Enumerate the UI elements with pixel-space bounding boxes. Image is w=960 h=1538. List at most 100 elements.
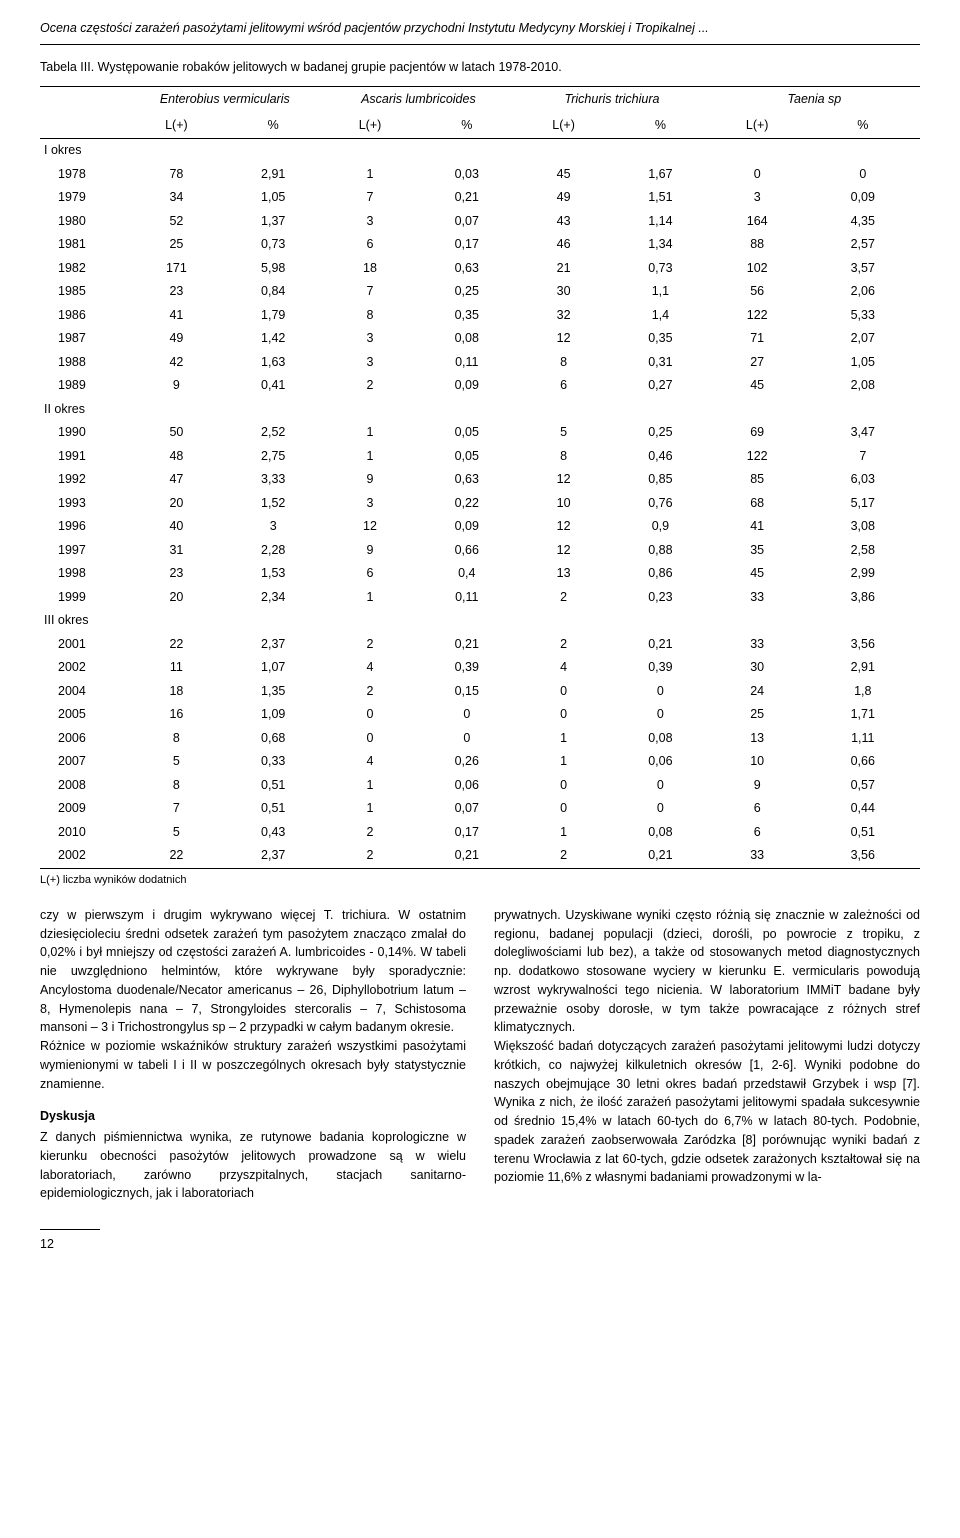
table-cell: 45 — [515, 163, 612, 187]
table-cell: 1,53 — [225, 562, 322, 586]
table-cell: 1,51 — [612, 186, 709, 210]
table-row: 2002111,0740,3940,39302,91 — [40, 656, 920, 680]
table-cell: 1988 — [40, 351, 128, 375]
left-p2: Różnice w poziomie wskaźników struktury … — [40, 1037, 466, 1093]
table-cell: 0,21 — [612, 844, 709, 868]
table-cell: 0,51 — [225, 774, 322, 798]
table-cell: 0 — [612, 797, 709, 821]
table-cell: 0,41 — [225, 374, 322, 398]
table-cell: 2,34 — [225, 586, 322, 610]
table-row: 1988421,6330,1180,31271,05 — [40, 351, 920, 375]
table-cell: 0 — [418, 703, 515, 727]
table-cell: 0,07 — [418, 210, 515, 234]
table-cell: 2 — [515, 844, 612, 868]
table-cell: 46 — [515, 233, 612, 257]
table-row: 2004181,3520,1500241,8 — [40, 680, 920, 704]
table-cell: 27 — [709, 351, 806, 375]
table-row: 198990,4120,0960,27452,08 — [40, 374, 920, 398]
table-cell: 49 — [515, 186, 612, 210]
table-cell: 0,86 — [612, 562, 709, 586]
table-cell: 0,43 — [225, 821, 322, 845]
table-row: 1996403120,09120,9413,08 — [40, 515, 920, 539]
table-cell: 0,17 — [418, 233, 515, 257]
table-cell: 2007 — [40, 750, 128, 774]
table-cell: 23 — [128, 280, 225, 304]
table-cell: 1987 — [40, 327, 128, 351]
table-cell: 1,42 — [225, 327, 322, 351]
table-cell: 171 — [128, 257, 225, 281]
table-cell: 40 — [128, 515, 225, 539]
table-cell: 3,08 — [806, 515, 920, 539]
table-cell: 3,86 — [806, 586, 920, 610]
table-cell: 0,85 — [612, 468, 709, 492]
table-cell: 1,07 — [225, 656, 322, 680]
table-cell: 102 — [709, 257, 806, 281]
table-row: 1980521,3730,07431,141644,35 — [40, 210, 920, 234]
table-cell: 122 — [709, 445, 806, 469]
table-cell: 3 — [322, 327, 419, 351]
table-row: 1991482,7510,0580,461227 — [40, 445, 920, 469]
table-cell: 22 — [128, 633, 225, 657]
table-cell: 78 — [128, 163, 225, 187]
table-cell: 0,07 — [418, 797, 515, 821]
table-cell: 1,4 — [612, 304, 709, 328]
table-cell: 6 — [515, 374, 612, 398]
table-cell: 0,51 — [806, 821, 920, 845]
table-cell: 0,11 — [418, 351, 515, 375]
table-row: 200680,680010,08131,11 — [40, 727, 920, 751]
table-row: 1990502,5210,0550,25693,47 — [40, 421, 920, 445]
table-cell: 1,71 — [806, 703, 920, 727]
table-cell: 0,09 — [418, 515, 515, 539]
table-cell: 8 — [515, 445, 612, 469]
table-row: 200750,3340,2610,06100,66 — [40, 750, 920, 774]
table-cell: 49 — [128, 327, 225, 351]
th-species-2: Trichuris trichiura — [515, 87, 709, 113]
table-cell: 1985 — [40, 280, 128, 304]
table-row: 200880,5110,060090,57 — [40, 774, 920, 798]
table-cell: 0,05 — [418, 421, 515, 445]
th-sub-6: L(+) — [709, 113, 806, 139]
table-cell: 1,8 — [806, 680, 920, 704]
table-cell: 1992 — [40, 468, 128, 492]
table-cell: 22 — [128, 844, 225, 868]
table-cell: 2005 — [40, 703, 128, 727]
table-cell: 42 — [128, 351, 225, 375]
table-cell: 2,57 — [806, 233, 920, 257]
table-cell: 1,1 — [612, 280, 709, 304]
table-cell: 1 — [322, 421, 419, 445]
table-cell: 2,75 — [225, 445, 322, 469]
table-cell: 0,68 — [225, 727, 322, 751]
table-cell: 9 — [128, 374, 225, 398]
table-cell: 2,08 — [806, 374, 920, 398]
table-cell: 6 — [322, 562, 419, 586]
table-row: 1987491,4230,08120,35712,07 — [40, 327, 920, 351]
table-cell: 6 — [322, 233, 419, 257]
th-sub-7: % — [806, 113, 920, 139]
table-cell: 3 — [225, 515, 322, 539]
table-cell: 0,22 — [418, 492, 515, 516]
table-row: 1986411,7980,35321,41225,33 — [40, 304, 920, 328]
table-cell: 12 — [515, 539, 612, 563]
table-cell: 0,88 — [612, 539, 709, 563]
table-row: 1978782,9110,03451,6700 — [40, 163, 920, 187]
section-label: II okres — [40, 398, 920, 422]
discussion-heading: Dyskusja — [40, 1107, 466, 1126]
table-cell: 1,35 — [225, 680, 322, 704]
table-cell: 12 — [322, 515, 419, 539]
table-cell: 0,08 — [612, 821, 709, 845]
table-cell: 3,57 — [806, 257, 920, 281]
table-cell: 16 — [128, 703, 225, 727]
table-cell: 122 — [709, 304, 806, 328]
table-row: 200970,5110,070060,44 — [40, 797, 920, 821]
table-cell: 0,46 — [612, 445, 709, 469]
table-cell: 71 — [709, 327, 806, 351]
table-cell: 2008 — [40, 774, 128, 798]
table-cell: 0,39 — [612, 656, 709, 680]
table-cell: 2 — [515, 586, 612, 610]
table-cell: 1,05 — [225, 186, 322, 210]
table-cell: 1,37 — [225, 210, 322, 234]
table-cell: 1999 — [40, 586, 128, 610]
table-cell: 7 — [322, 280, 419, 304]
th-sub-4: L(+) — [515, 113, 612, 139]
table-cell: 35 — [709, 539, 806, 563]
